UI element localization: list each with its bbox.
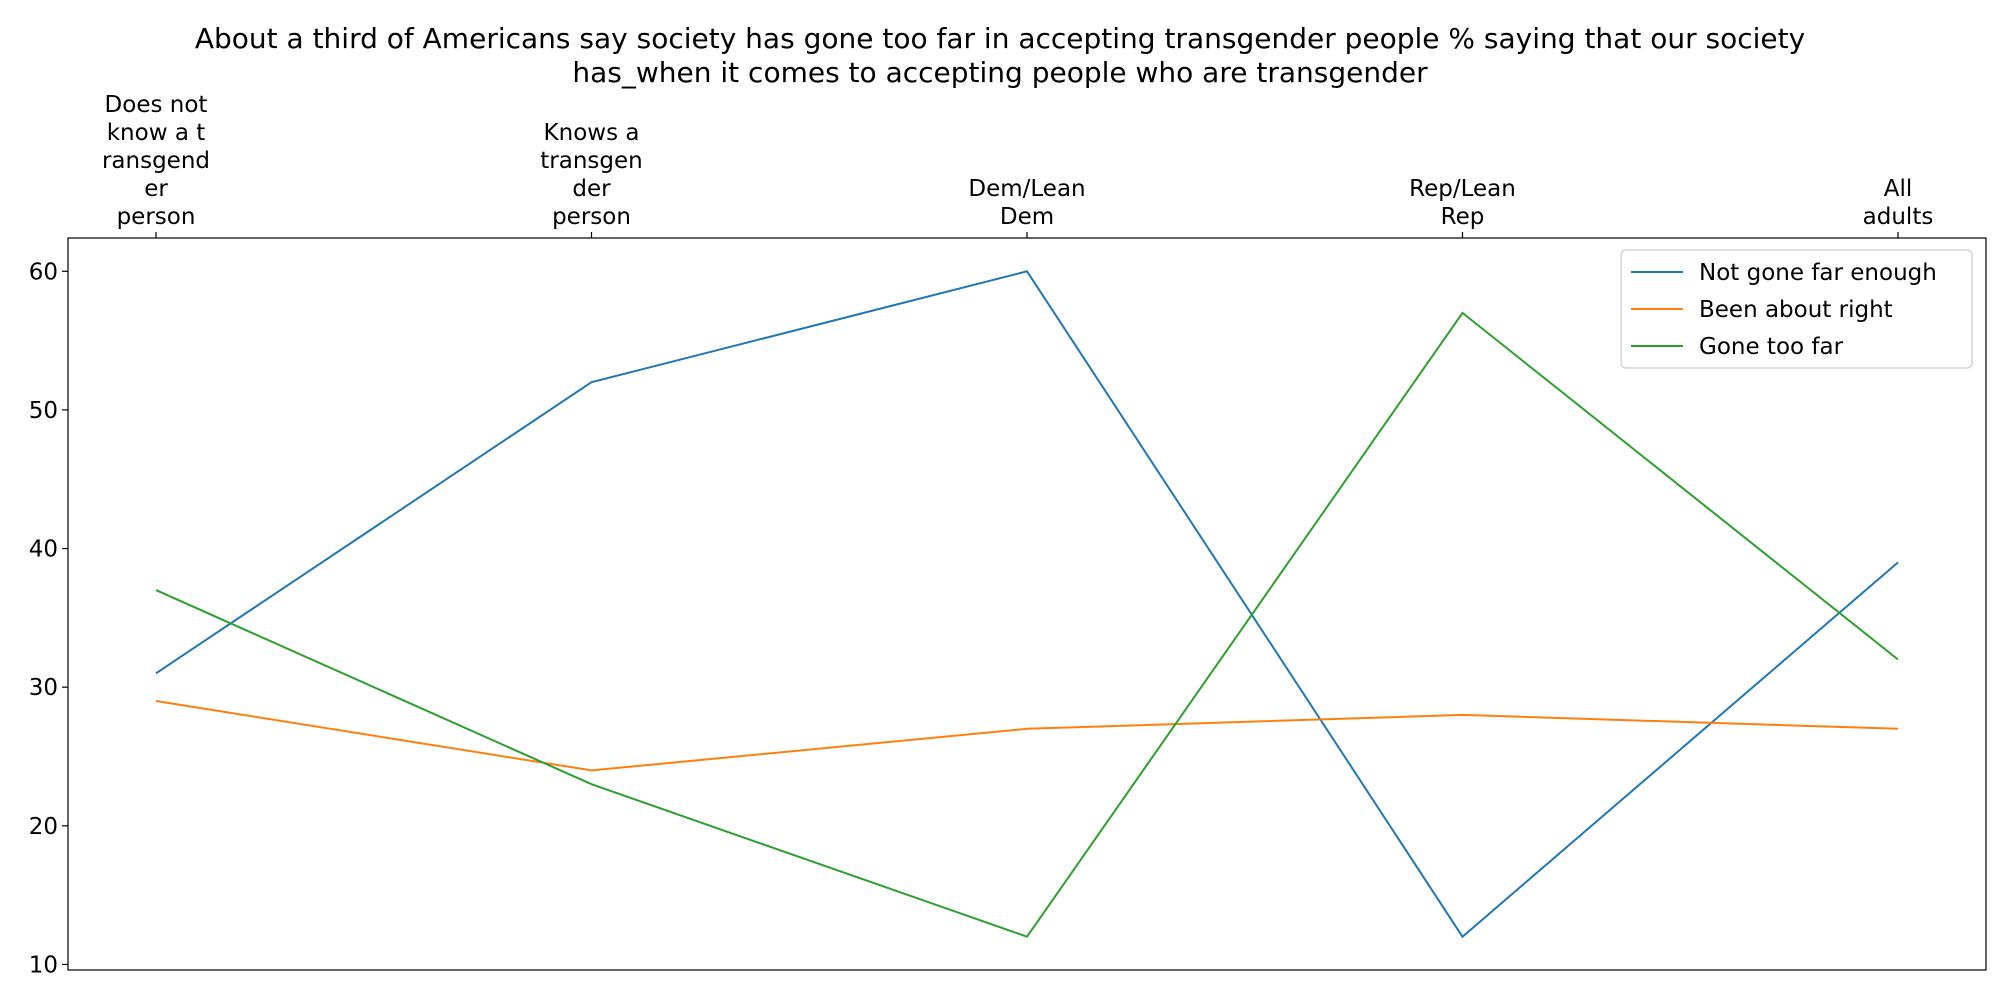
- y-tick-label: 20: [29, 814, 58, 840]
- series-line-been-about-right: [155, 700, 1899, 772]
- y-tick-label: 60: [29, 259, 58, 285]
- x-tick-label: ransgend: [102, 148, 210, 174]
- y-tick-label: 40: [29, 537, 58, 563]
- x-tick-label: Dem/Lean: [968, 176, 1085, 202]
- x-tick-label: All: [1884, 176, 1913, 202]
- chart-title-line: About a third of Americans say society h…: [194, 22, 1806, 55]
- series-line-gone-too-far: [155, 311, 1899, 938]
- x-tick-label: er: [144, 176, 168, 202]
- x-tick-label: Knows a: [544, 120, 640, 146]
- y-tick-label: 10: [29, 952, 58, 978]
- x-tick-label: Rep: [1441, 204, 1485, 230]
- x-tick-label: Dem: [1000, 204, 1054, 230]
- legend-label: Been about right: [1699, 297, 1893, 323]
- chart-title: About a third of Americans say society h…: [0, 22, 2000, 90]
- x-tick-label: know a t: [107, 120, 206, 146]
- chart-title-line: has_when it comes to accepting people wh…: [572, 56, 1428, 89]
- y-tick-label: 50: [29, 398, 58, 424]
- legend-label: Not gone far enough: [1699, 260, 1937, 286]
- x-tick-label: person: [552, 204, 631, 230]
- x-tick-label: person: [117, 204, 196, 230]
- x-tick-label: transgen: [540, 148, 642, 174]
- series-line-not-gone-far-enough: [155, 270, 1899, 939]
- x-tick-label: der: [572, 176, 611, 202]
- x-tick-label: adults: [1863, 204, 1934, 230]
- x-tick-label: Rep/Lean: [1409, 176, 1516, 202]
- x-tick-label: Does not: [105, 92, 208, 118]
- legend-box: [1620, 249, 1973, 369]
- legend-label: Gone too far: [1699, 334, 1844, 360]
- y-tick-label: 30: [29, 675, 58, 701]
